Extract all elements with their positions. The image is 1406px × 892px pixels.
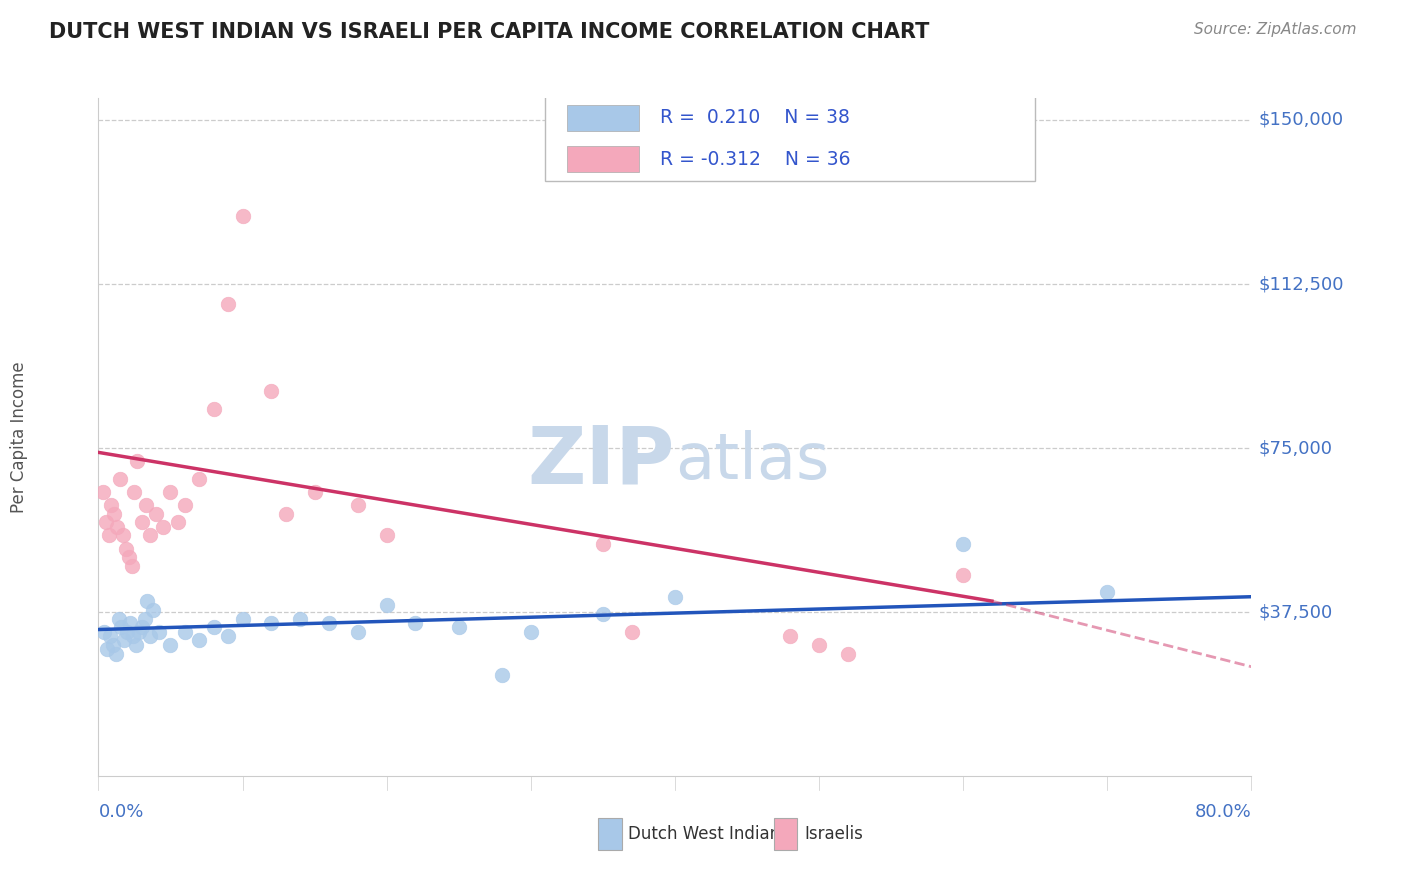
FancyBboxPatch shape: [567, 146, 638, 172]
Point: [127, 454, 149, 468]
Text: $150,000: $150,000: [1258, 111, 1344, 129]
Point: [318, 615, 340, 630]
Point: [122, 629, 145, 643]
Point: [104, 647, 127, 661]
Point: [118, 550, 141, 565]
Text: $37,500: $37,500: [1258, 603, 1333, 621]
Point: [807, 638, 830, 652]
Point: [101, 638, 124, 652]
Point: [304, 484, 326, 499]
Point: [112, 633, 135, 648]
Point: [346, 624, 368, 639]
FancyBboxPatch shape: [546, 94, 1035, 181]
Point: [837, 647, 859, 661]
Point: [202, 620, 225, 634]
Point: [139, 629, 162, 643]
Point: [96, 642, 118, 657]
Point: [779, 629, 801, 643]
Point: [202, 401, 225, 416]
Point: [1097, 585, 1119, 599]
Point: [405, 615, 427, 630]
Point: [592, 607, 614, 622]
Point: [152, 520, 174, 534]
Point: [148, 624, 170, 639]
Text: Source: ZipAtlas.com: Source: ZipAtlas.com: [1194, 22, 1357, 37]
Point: [128, 624, 150, 639]
Text: $112,500: $112,500: [1258, 275, 1344, 293]
Point: [145, 507, 167, 521]
Point: [290, 611, 312, 625]
Point: [94, 516, 117, 530]
Point: [139, 528, 162, 542]
Point: [491, 668, 513, 682]
Text: R = -0.312    N = 36: R = -0.312 N = 36: [661, 150, 851, 169]
Point: [375, 528, 398, 542]
Point: [217, 296, 239, 310]
Point: [346, 498, 368, 512]
Point: [375, 599, 398, 613]
Text: Israelis: Israelis: [804, 825, 863, 843]
Point: [103, 507, 125, 521]
Point: [447, 620, 470, 634]
Point: [135, 498, 157, 512]
Point: [174, 624, 197, 639]
Point: [120, 615, 142, 630]
Point: [664, 590, 686, 604]
Point: [108, 472, 131, 486]
Point: [134, 611, 156, 625]
Point: [166, 516, 188, 530]
Point: [121, 559, 143, 574]
Point: [124, 484, 146, 499]
Point: [98, 629, 121, 643]
Point: [111, 528, 134, 542]
Point: [107, 611, 129, 625]
Text: 0.0%: 0.0%: [98, 803, 143, 821]
Point: [110, 620, 132, 634]
Point: [217, 629, 239, 643]
Text: atlas: atlas: [675, 430, 830, 492]
Text: DUTCH WEST INDIAN VS ISRAELI PER CAPITA INCOME CORRELATION CHART: DUTCH WEST INDIAN VS ISRAELI PER CAPITA …: [49, 22, 929, 42]
Text: R =  0.210    N = 38: R = 0.210 N = 38: [661, 108, 851, 128]
Text: 80.0%: 80.0%: [1195, 803, 1251, 821]
Text: $75,000: $75,000: [1258, 439, 1333, 457]
Text: Per Capita Income: Per Capita Income: [10, 361, 28, 513]
Point: [188, 472, 211, 486]
Point: [231, 611, 254, 625]
Text: ZIP: ZIP: [527, 422, 675, 500]
Point: [174, 498, 197, 512]
Point: [131, 516, 153, 530]
Point: [159, 638, 181, 652]
Point: [520, 624, 543, 639]
Point: [125, 638, 148, 652]
Point: [91, 484, 114, 499]
Point: [952, 567, 974, 582]
Point: [620, 624, 643, 639]
Point: [142, 603, 165, 617]
Point: [100, 498, 122, 512]
Point: [117, 624, 138, 639]
Point: [260, 384, 283, 399]
Point: [260, 615, 283, 630]
Point: [136, 594, 159, 608]
Point: [159, 484, 181, 499]
Point: [231, 209, 254, 223]
Point: [592, 537, 614, 551]
Text: Dutch West Indians: Dutch West Indians: [628, 825, 789, 843]
Point: [105, 520, 128, 534]
Point: [952, 537, 974, 551]
Point: [97, 528, 120, 542]
Point: [114, 541, 136, 556]
Point: [131, 620, 153, 634]
Point: [188, 633, 211, 648]
Point: [274, 507, 297, 521]
Point: [93, 624, 115, 639]
FancyBboxPatch shape: [567, 104, 638, 131]
